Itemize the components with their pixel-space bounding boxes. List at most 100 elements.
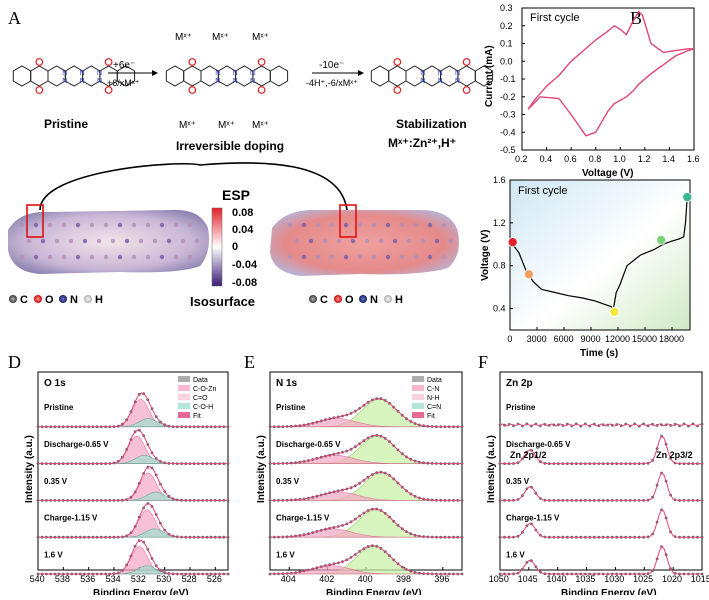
y-tick-label: -0.1 [500,74,516,84]
esp-atom-dot [406,238,412,244]
x-axis-label: Voltage (V) [582,168,633,179]
legend-label: C=O [193,395,208,402]
hydrogen-ball-icon [84,295,92,303]
esp-atom-dot [350,238,356,244]
y-tick-label: 0.4 [493,304,506,314]
legend-swatch [412,394,424,400]
esp-atom-dot [441,222,447,228]
esp-atom-dot [180,238,186,244]
x-axis-label: Binding Energy (eV) [561,588,657,595]
esp-atom-dot [399,254,405,260]
x-axis-label: Binding Energy (eV) [326,588,422,595]
annotation: O 1s [44,378,66,389]
legend-swatch [412,385,424,391]
x-tick-label: 1020 [662,574,682,584]
row-label: Discharge-0.65 V [44,440,109,449]
ring [116,65,136,87]
fit-curve [38,502,228,538]
nitrogen-atom: N [455,70,460,77]
esp-atom-dot [103,222,109,228]
esp-atom-dot [103,254,109,260]
x-tick-label: 526 [207,574,222,584]
esp-atom-dot [159,254,165,260]
esp-atom-dot [343,254,349,260]
row-label: Charge-1.15 V [44,514,98,523]
esp-atom-dot [33,222,39,228]
x-tick-label: 9000 [581,334,601,344]
esp-atom-dot [343,222,349,228]
nitrogen-atom: N [97,78,102,85]
m-ion-label: Mˣ⁺ [218,120,235,131]
legend-swatch [178,412,190,418]
esp-atom-dot [385,254,391,260]
esp-atom-dot [152,238,158,244]
esp-atom-dot [117,254,123,260]
legend-swatch [178,394,190,400]
legend-label: Fit [193,413,201,420]
oxygen-atom [35,58,44,66]
esp-atom-dot [26,238,32,244]
isosurface-label: Isosurface [190,294,255,309]
highlight-box [339,204,357,238]
esp-atom-dot [413,222,419,228]
x-tick-label: 6000 [554,334,574,344]
ring [370,65,390,87]
state-marker [656,234,667,245]
nitrogen-atom: N [80,70,85,77]
esp-atom-dot [54,238,60,244]
x-tick-label: 0.4 [540,154,553,164]
fit-curve [500,472,702,501]
nitrogen-atom: N [62,78,67,85]
oxygen-atom [462,86,471,94]
y-tick-label: -0.2 [500,92,516,102]
fit-curve [270,397,462,428]
xps-zn2p-chart: 1050 1045 1040 1035 1030 1025 1020 1015 Binding … [486,371,709,599]
esp-atom-dot [145,254,151,260]
fit-curve [269,545,462,575]
arrow2-top-label: -10e⁻ [319,60,344,71]
nitrogen-atom: N [233,70,238,77]
esp-atom-dot [399,222,405,228]
legend-label: C=N [427,404,441,411]
esp-atom-dot [322,238,328,244]
y-axis-label: Intensity (a.u.) [256,435,267,503]
oxygen-atom [393,86,402,94]
annotation: Zn 2p [506,378,533,389]
caption-pristine: Pristine [44,117,88,131]
legend-label: Fit [427,413,435,420]
esp-atom-dot [61,222,67,228]
esp-atom-dot [131,254,137,260]
ring [30,65,49,87]
fit-curve [38,429,228,465]
x-tick-label: 1015 [691,574,709,584]
panel-a-letter: A [8,8,21,28]
esp-atom-dot [420,238,426,244]
legend-o: O [45,294,54,306]
esp-atom-dot [75,254,81,260]
x-tick-label: 0.8 [589,154,602,164]
x-axis-label: Binding Energy (eV) [93,588,189,595]
row-label: Pristine [276,403,306,412]
x-tick-label: 1.0 [613,154,626,164]
x-tick-label: 530 [156,574,171,584]
ring [12,65,32,87]
y-tick-label: -0.4 [500,127,516,137]
state-marker [609,306,620,317]
plot-frame [499,371,703,571]
x-tick-label: 0.2 [515,154,528,164]
fit-curve [270,471,462,501]
x-tick-label: 1045 [518,574,538,584]
x-tick-label: 1.2 [638,154,651,164]
row-label: 0.35 V [506,477,530,486]
x-tick-label: 0 [507,334,512,344]
annotation: First cycle [518,185,568,197]
legend-h: H [395,294,403,306]
x-tick-label: 1025 [633,574,653,584]
state-marker [682,192,693,203]
row-label: Discharge-0.65 V [506,440,571,449]
esp-atom-dot [413,254,419,260]
oxygen-atom [188,86,197,94]
esp-atom-dot [19,222,25,228]
legend-label: Data [193,377,208,384]
